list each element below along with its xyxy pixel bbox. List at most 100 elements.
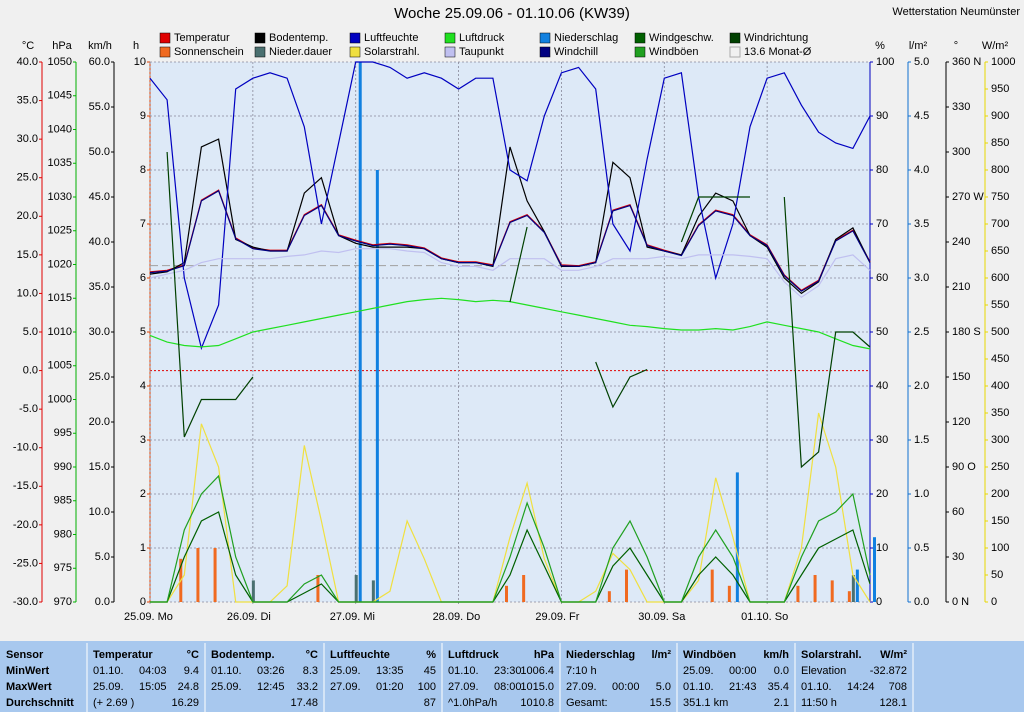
table-value: 16.29 [171,697,199,709]
y-tick-label: -5.0 [19,403,38,415]
y-tick-label: 0 N [952,596,969,608]
legend-label: Temperatur [174,32,230,44]
table-value: 33.2 [297,681,318,693]
y-tick-label: 60 [952,506,964,518]
legend-swatch [634,46,646,58]
table-value: 708 [889,681,907,693]
y-tick-label: 5.0 [23,326,38,338]
axis-unit: ° [954,40,958,52]
table-value: 8.3 [303,665,318,677]
legend-label: Windchill [554,46,598,58]
legend-swatch [349,32,361,44]
bar [727,585,731,602]
table-cell: 15:05 [139,681,167,693]
table-header: Solarstrahl. [801,649,862,661]
y-tick-label: 300 [991,434,1009,446]
legend-label: Luftdruck [459,32,505,44]
series-line [149,189,871,292]
table-value: 17.48 [290,697,318,709]
y-tick-label: 7 [140,218,146,230]
y-tick-label: 600 [991,272,1009,284]
legend-swatch [349,46,361,58]
y-tick-label: 30 [876,434,888,446]
series-line [149,61,871,351]
legend-label: Windböen [649,46,699,58]
y-tick-label: 4 [140,380,146,392]
table-cell: 00:00 [729,665,757,677]
y-tick-label: 4.0 [914,164,929,176]
y-tick-label: 1010 [48,326,72,338]
y-tick-label: 210 [952,281,970,293]
table-value: 1015.0 [520,681,554,693]
legend-label: Windrichtung [744,32,808,44]
y-tick-label: 40.0 [17,56,38,68]
legend-label: Luftfeuchte [364,32,418,44]
station-name: Wetterstation Neumünster [892,6,1020,18]
y-tick-label: 50.0 [89,146,110,158]
axis-unit: W/m² [982,40,1009,52]
table-cell: 14:24 [847,681,875,693]
legend-swatch [254,32,266,44]
y-tick-label: 1035 [48,157,72,169]
y-tick-label: 15.0 [17,249,38,261]
y-tick-label: 240 [952,236,970,248]
y-tick-label: 2 [140,488,146,500]
axis-unit: km/h [88,40,112,52]
y-tick-label: 4.5 [914,110,929,122]
y-tick-label: 70 [876,218,888,230]
bar [607,591,611,602]
y-tick-label: 35.0 [17,94,38,106]
bar [505,585,508,602]
axis-unit: °C [22,40,34,52]
legend-swatch [729,32,741,44]
y-tick-label: 850 [991,137,1009,149]
table-unit: % [426,649,436,661]
y-tick-label: 1050 [48,56,72,68]
table-cell: 03:26 [257,665,285,677]
y-tick-label: 50 [876,326,888,338]
bar [710,569,714,602]
y-tick-label: 360 N [952,56,981,68]
y-tick-label: 20.0 [17,210,38,222]
row-label: Durchschnitt [6,697,74,709]
y-tick-label: 25.0 [17,172,38,184]
table-cell: 01:20 [376,681,404,693]
y-tick-label: 180 S [952,326,981,338]
legend-swatch [254,46,266,58]
bar [735,472,739,602]
table-header: Niederschlag [566,649,635,661]
row-label: MinWert [6,665,50,677]
y-tick-label: 450 [991,353,1009,365]
y-tick-label: 1 [140,542,146,554]
table-cell: 11:50 h [801,697,837,709]
table-cell: 351.1 km [683,697,728,709]
series-line [150,474,871,603]
y-tick-label: 15.0 [89,461,110,473]
y-tick-label: 985 [54,495,72,507]
chart-title: Woche 25.09.06 - 01.10.06 (KW39) [394,5,630,22]
y-tick-label: 25.0 [89,371,110,383]
y-tick-label: 3.0 [914,272,929,284]
y-tick-label: 0 [991,596,997,608]
y-tick-label: 40 [876,380,888,392]
y-tick-label: 0.0 [95,596,110,608]
bar [830,580,834,602]
table-cell: Elevation [801,665,846,677]
y-tick-label: 2.5 [914,326,929,338]
bar [316,575,320,602]
y-tick-label: 350 [991,407,1009,419]
y-tick-label: 750 [991,191,1009,203]
y-tick-label: 970 [54,596,72,608]
y-tick-label: 6 [140,272,146,284]
table-cell: 25.09. [330,665,361,677]
y-tick-label: 1000 [48,393,72,405]
x-tick-label: 01.10. So [741,611,788,623]
table-cell: 23:30 [494,665,522,677]
table-value: 87 [424,697,436,709]
table-header: Sensor [6,649,44,661]
legend-label: Nieder.dauer [269,46,332,58]
legend-swatch [539,32,551,44]
table-cell: 27.09. [330,681,361,693]
table-cell: (+ 2.69 ) [93,697,134,709]
bar [375,170,379,602]
